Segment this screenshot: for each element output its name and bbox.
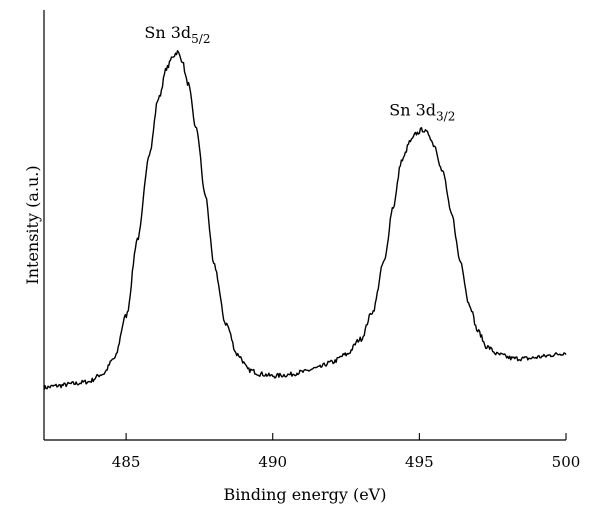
x-axis-title: Binding energy (eV)	[224, 485, 387, 504]
peak-label-1: Sn 3d5/2	[144, 23, 210, 46]
x-tick-labels: 485 490 495 500	[112, 453, 581, 471]
series-group	[43, 50, 567, 391]
x-tick-label-495: 495	[405, 453, 434, 471]
x-ticks	[125, 433, 567, 440]
x-tick-label-485: 485	[112, 453, 141, 471]
x-tick-label-500: 500	[552, 453, 581, 471]
xps-spectrum-line	[43, 50, 567, 391]
y-axis-title: Intensity (a.u.)	[23, 165, 42, 284]
peak-annotations: Sn 3d5/2 Sn 3d3/2	[144, 23, 455, 124]
x-tick-label-490: 490	[258, 453, 287, 471]
peak-label-2: Sn 3d3/2	[389, 101, 455, 124]
